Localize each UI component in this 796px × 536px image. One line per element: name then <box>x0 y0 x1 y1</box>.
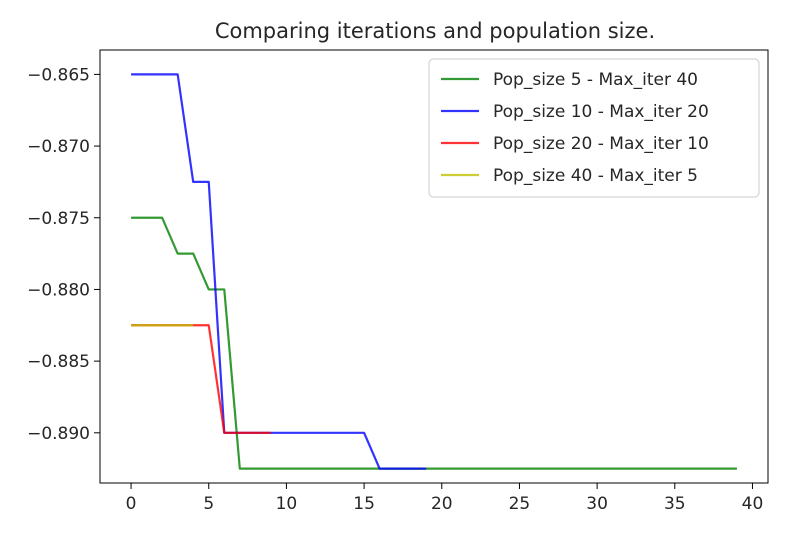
y-tick-label: −0.880 <box>27 280 90 300</box>
y-axis: −0.865 −0.870 −0.875 −0.880 −0.885 −0.890 <box>27 65 100 444</box>
legend-label: Pop_size 40 - Max_iter 5 <box>493 166 698 186</box>
series-line-2 <box>131 73 427 470</box>
x-tick-label: 0 <box>126 494 137 514</box>
x-axis: 0 5 10 15 20 25 30 35 40 <box>126 483 764 514</box>
legend-label: Pop_size 10 - Max_iter 20 <box>493 102 709 122</box>
y-tick-label: −0.870 <box>27 137 90 157</box>
y-tick-label: −0.885 <box>27 352 90 372</box>
series-line-1 <box>131 216 737 470</box>
y-tick-label: −0.890 <box>27 424 90 444</box>
x-tick-label: 30 <box>586 494 608 514</box>
series-layer <box>131 73 737 470</box>
legend-label: Pop_size 20 - Max_iter 10 <box>493 134 709 154</box>
x-tick-label: 25 <box>509 494 531 514</box>
y-tick-label: −0.875 <box>27 209 90 229</box>
y-tick-label: −0.865 <box>27 65 90 85</box>
x-tick-label: 20 <box>431 494 453 514</box>
x-tick-label: 35 <box>664 494 686 514</box>
x-tick-label: 5 <box>203 494 214 514</box>
legend-label: Pop_size 5 - Max_iter 40 <box>493 70 698 90</box>
plot-frame <box>99 49 769 484</box>
x-tick-label: 40 <box>742 494 764 514</box>
x-tick-label: 15 <box>353 494 375 514</box>
legend: Pop_size 5 - Max_iter 40 Pop_size 10 - Ma… <box>428 58 760 198</box>
chart-title: Comparing iterations and population size… <box>215 19 655 43</box>
x-tick-label: 10 <box>276 494 298 514</box>
legend-box <box>428 58 760 198</box>
series-line-3 <box>131 324 271 434</box>
